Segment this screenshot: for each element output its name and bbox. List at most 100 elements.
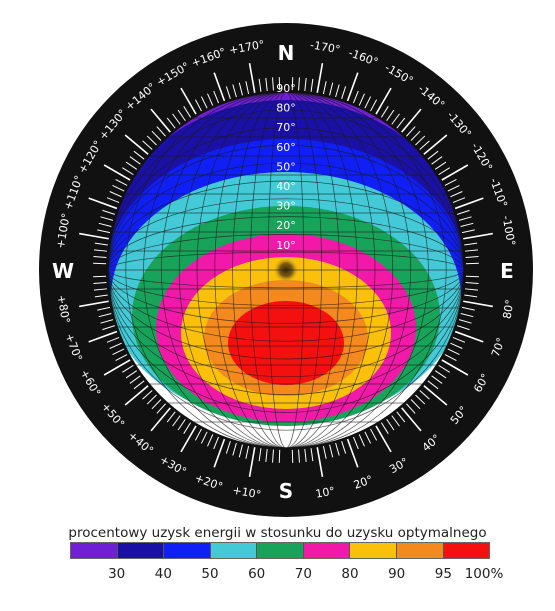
dial-tick (238, 82, 243, 96)
dial-tick (329, 82, 334, 96)
dial-tick (457, 209, 470, 215)
azimuth-label: +80° (55, 294, 73, 325)
dial-tick (341, 86, 347, 99)
dial-tick (386, 109, 395, 122)
dial-tick (423, 385, 448, 406)
dial-tick (431, 375, 443, 384)
dial-tick (258, 448, 262, 462)
grid-parallel (108, 145, 464, 395)
dial-tick (88, 330, 118, 343)
dial-tick (106, 197, 120, 204)
dial-tick (97, 306, 111, 311)
azimuth-label: +170° (228, 38, 265, 57)
dial-tick (180, 87, 197, 115)
dial-tick (460, 222, 474, 227)
compass-east: E (500, 259, 514, 283)
dial-tick (406, 126, 416, 137)
dial-tick (322, 81, 327, 95)
legend-label: 90 (388, 566, 406, 582)
dial-ticks (79, 63, 493, 477)
legend-label: 100% (464, 566, 504, 582)
dial-tick (391, 113, 400, 125)
dial-tick (125, 370, 138, 379)
dial-tick (122, 167, 134, 176)
dial-tick (150, 407, 171, 432)
legend-label: 80 (341, 566, 359, 582)
inner-disk-outline (107, 91, 465, 449)
dial-tick (452, 197, 466, 204)
legend-swatch (71, 543, 118, 558)
dial-tick (200, 96, 208, 109)
dial-tick (106, 336, 120, 343)
dial-tick (94, 288, 108, 291)
projection-grid (108, 92, 464, 448)
legend-swatch (164, 543, 211, 558)
dial-tick (457, 325, 470, 331)
dial-tick (458, 216, 472, 221)
dial-tick (386, 418, 395, 431)
dial-tick (419, 140, 430, 150)
dial-tick (316, 63, 324, 93)
dial-tick (415, 394, 426, 405)
dial-tick (370, 428, 378, 441)
dial-tick (177, 418, 186, 431)
dial-tick (156, 126, 166, 137)
dial-tick (391, 415, 400, 427)
dial-tick (94, 242, 108, 246)
dial-tick (102, 325, 115, 331)
dial-tick (447, 348, 460, 356)
dial-tick (232, 84, 237, 98)
dial-tick (461, 306, 475, 311)
dial-tick (335, 84, 340, 98)
dial-tick (441, 164, 469, 181)
grid-parallel (108, 234, 464, 306)
grid-parallel (108, 180, 464, 360)
dial-tick (410, 130, 421, 141)
legend-caption: procentowy uzysk energii w stosunku do u… (68, 525, 487, 541)
dial-tick (322, 445, 327, 459)
grid-parallel (108, 109, 464, 431)
dial-tick (122, 364, 134, 373)
dial-tick (444, 354, 457, 362)
dial-tick (248, 447, 256, 477)
legend-swatch (257, 543, 304, 558)
dial-tick (406, 403, 416, 414)
dial-tick (115, 354, 128, 362)
dial-tick (410, 399, 421, 410)
dial-tick (151, 130, 162, 141)
dial-tick (124, 385, 149, 406)
dial-tick (434, 161, 447, 170)
dial-tick (346, 72, 359, 102)
dial-tick (431, 156, 443, 165)
dial-tick (245, 81, 250, 95)
dial-tick (352, 436, 359, 450)
dial-tick (454, 197, 484, 210)
dial-tick (364, 96, 372, 109)
legend-label: 60 (248, 566, 266, 582)
dial-tick (464, 249, 478, 252)
dial-tick (427, 380, 439, 390)
dial-tick (88, 197, 118, 210)
dial-tick (352, 90, 359, 104)
dial-tick (375, 87, 392, 115)
dial-tick (177, 109, 186, 122)
dial-tick (335, 442, 340, 456)
legend-swatch (396, 543, 444, 558)
dial-tick (464, 288, 478, 291)
dial-tick (450, 191, 463, 198)
tilt-label: 20° (276, 219, 296, 232)
tilt-scale: 90° 80° 70° 60° 50° 40° 30° 20° 10° (276, 82, 296, 252)
dial-tick (346, 438, 359, 468)
dial-tick (109, 191, 122, 198)
grid-parallel (108, 162, 464, 378)
dial-tick (213, 72, 226, 102)
dial-tick (194, 428, 202, 441)
dial-tick (464, 294, 478, 298)
azimuth-label: 10° (314, 485, 335, 501)
compass-south: S (279, 479, 293, 503)
dial-tick (329, 444, 334, 458)
tilt-label: 50° (276, 160, 296, 173)
dial-tick (401, 108, 422, 133)
dial-tick (213, 438, 226, 468)
compass-west: W (52, 259, 74, 283)
